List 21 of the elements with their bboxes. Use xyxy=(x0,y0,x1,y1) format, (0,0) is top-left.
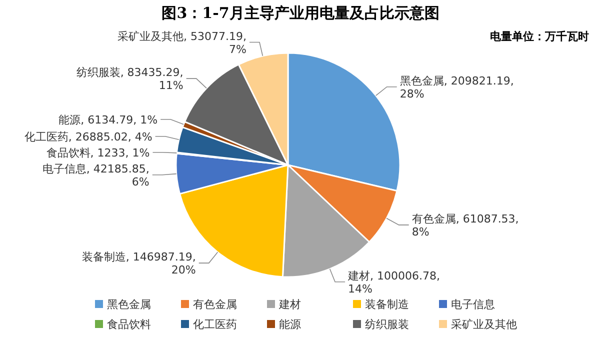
data-label: 装备制造, 146987.19, 20% xyxy=(82,250,196,277)
data-label: 黑色金属, 209821.19, 28% xyxy=(400,74,514,100)
legend-label: 黑色金属 xyxy=(107,298,151,311)
legend-label: 食品饮料 xyxy=(107,318,151,331)
chart-title: 图3：1-7月主导产业用电量及占比示意图 xyxy=(162,4,440,22)
data-label: 化工医药, 26885.02, 4% xyxy=(24,130,152,144)
legend-label: 装备制造 xyxy=(365,298,409,311)
legend-label: 电子信息 xyxy=(451,298,495,311)
data-label: 建材, 100006.78, 14% xyxy=(347,269,440,296)
data-label: 有色金属, 61087.53, 8% xyxy=(412,212,519,238)
legend-label: 建材 xyxy=(278,298,301,311)
legend-label: 纺织服装 xyxy=(365,318,409,331)
data-label: 电子信息, 42185.85, 6% xyxy=(42,162,150,188)
legend-label: 化工医药 xyxy=(193,318,237,331)
legend-label: 采矿业及其他 xyxy=(451,318,517,331)
legend-label: 能源 xyxy=(279,318,301,331)
text: 电量单位：万千瓦时 xyxy=(490,30,589,43)
data-label: 食品饮料, 1233, 1% xyxy=(46,146,150,160)
data-label: 纺织服装, 83435.29, 11% xyxy=(76,66,184,92)
legend-label: 有色金属 xyxy=(193,298,237,311)
data-label: 能源, 6134.79, 1% xyxy=(58,113,158,126)
